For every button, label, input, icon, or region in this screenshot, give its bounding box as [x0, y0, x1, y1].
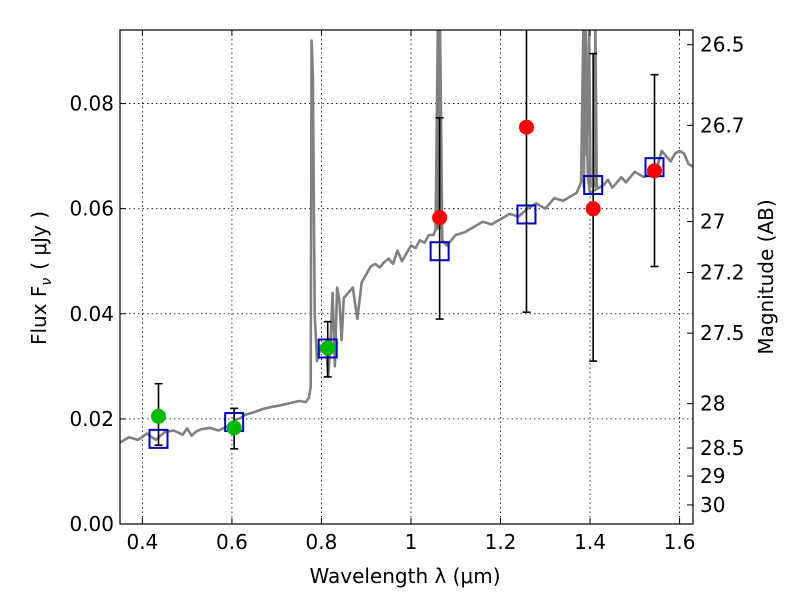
- y-tick-label: 0.08: [69, 92, 114, 116]
- right-axis-label-text: Magnitude (AB): [754, 199, 778, 354]
- y-axis-label-text: Flux Fν ( μJy ): [27, 211, 55, 345]
- ir-detection-point: [518, 119, 534, 135]
- optical-detection-point: [150, 408, 166, 424]
- mag-tick-label: 26.5: [700, 33, 745, 57]
- x-tick-label: 0.4: [126, 530, 158, 554]
- optical-detection-point: [320, 340, 336, 356]
- mag-tick-label: 28.5: [700, 436, 745, 460]
- mag-tick-label: 26.7: [700, 113, 745, 137]
- y-tick-label: 0.04: [69, 302, 114, 326]
- y-tick-label: 0.00: [69, 512, 114, 536]
- mag-tick-label: 30: [700, 493, 725, 517]
- spectrum-line: [120, 30, 693, 444]
- mag-tick-label: 27.2: [700, 260, 745, 284]
- x-tick-label: 1.4: [574, 530, 606, 554]
- spectrum-spike: [593, 30, 599, 188]
- axis-ticks: 0.4 0.6 0.8 1 1.2 1.4 1.6 0.00 0.02 0.04 0.06 0.08 2…: [69, 30, 745, 554]
- plot-area: [120, 30, 693, 450]
- x-tick-label: 0.6: [216, 530, 248, 554]
- mag-tick-label: 27: [700, 210, 725, 234]
- ir-detection-point: [432, 210, 448, 226]
- y-axis-label-main: Flux F: [27, 286, 51, 345]
- right-axis-label: Magnitude (AB): [754, 199, 778, 354]
- x-tick-label: 0.8: [306, 530, 338, 554]
- ir-detection-point: [585, 201, 601, 217]
- x-tick-label: 1.6: [664, 530, 696, 554]
- plot-frame: [119, 29, 694, 525]
- ir-detection-point: [647, 163, 663, 179]
- y-tick-label: 0.02: [69, 407, 114, 431]
- x-axis-label: Wavelength λ (μm): [309, 564, 500, 588]
- y-axis-label-unit: ( μJy ): [27, 211, 51, 270]
- plot-data: [120, 30, 693, 450]
- spectrum-spike: [582, 30, 592, 188]
- x-tick-label: 1: [405, 530, 418, 554]
- y-axis-label-subscript: ν: [39, 278, 55, 286]
- x-tick-label: 1.2: [485, 530, 517, 554]
- mag-tick-label: 29: [700, 464, 725, 488]
- mag-tick-label: 28: [700, 392, 725, 416]
- y-axis-label: Flux Fν ( μJy ): [27, 211, 55, 345]
- optical-detection-point: [226, 420, 242, 436]
- y-tick-label: 0.06: [69, 197, 114, 221]
- mag-tick-label: 27.5: [700, 321, 745, 345]
